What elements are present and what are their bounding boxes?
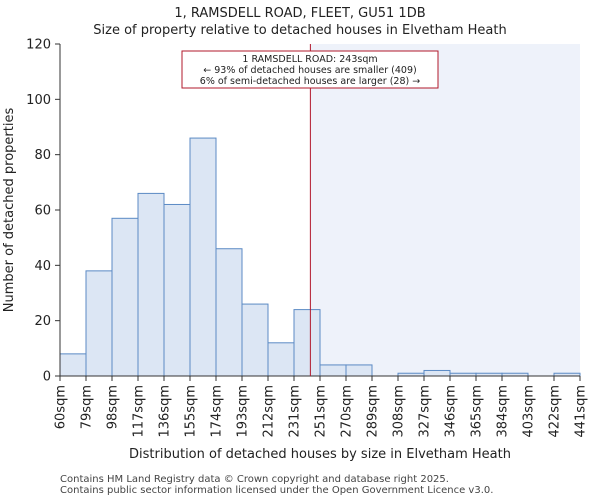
bar-193sqm bbox=[241, 303, 269, 377]
x-tick-label: 251sqm bbox=[314, 385, 329, 438]
x-tick-label: 403sqm bbox=[522, 385, 537, 438]
y-tick-label: 100 bbox=[26, 93, 51, 108]
y-tick-label: 80 bbox=[34, 148, 51, 163]
bar-98sqm bbox=[111, 217, 139, 377]
annotation-box bbox=[181, 50, 439, 89]
x-ticks: 60sqm 79sqm 98sqm 117sqm 136sqm 155sqm 174sqm 1… bbox=[54, 376, 589, 438]
x-tick-label: 117sqm bbox=[132, 385, 147, 438]
x-tick-label: 346sqm bbox=[444, 385, 459, 438]
bar-212sqm bbox=[267, 342, 295, 377]
bar-174sqm bbox=[215, 248, 243, 377]
bars bbox=[59, 137, 581, 377]
x-tick-label: 155sqm bbox=[184, 385, 199, 438]
y-axis-label: Number of detached properties bbox=[2, 108, 17, 313]
x-tick-label: 212sqm bbox=[262, 385, 277, 438]
bar-231sqm bbox=[293, 309, 321, 377]
y-tick-label: 120 bbox=[26, 38, 51, 53]
x-tick-label: 136sqm bbox=[158, 385, 173, 438]
bar-136sqm bbox=[163, 203, 191, 377]
x-tick-label: 79sqm bbox=[80, 385, 95, 429]
y-tick-label: 0 bbox=[43, 370, 51, 385]
x-tick-label: 384sqm bbox=[496, 385, 511, 438]
x-tick-label: 231sqm bbox=[288, 385, 303, 438]
x-tick-label: 270sqm bbox=[340, 385, 355, 438]
highlight-region bbox=[310, 44, 580, 376]
footer-copyright: Contains HM Land Registry data © Crown c… bbox=[60, 474, 449, 485]
x-tick-label: 193sqm bbox=[236, 385, 251, 438]
bar-251sqm bbox=[319, 364, 347, 377]
x-tick-label: 422sqm bbox=[548, 385, 563, 438]
bar-327sqm bbox=[423, 369, 451, 377]
footer-licence: Contains public sector information licen… bbox=[60, 485, 494, 496]
x-tick-label: 327sqm bbox=[418, 385, 433, 438]
annotation-line-1: 1 RAMSDELL ROAD: 243sqm bbox=[242, 54, 377, 65]
x-axis-label: Distribution of detached houses by size … bbox=[129, 447, 511, 462]
x-tick-label: 289sqm bbox=[366, 385, 381, 438]
bar-270sqm bbox=[345, 364, 373, 377]
chart-title: 1, RAMSDELL ROAD, FLEET, GU51 1DB bbox=[174, 6, 425, 21]
annotation-line-3: 6% of semi-detached houses are larger (2… bbox=[200, 76, 420, 87]
bar-155sqm bbox=[189, 137, 217, 377]
y-ticks: 0 20 40 60 80 100 120 bbox=[26, 38, 60, 385]
x-tick-label: 441sqm bbox=[574, 385, 589, 438]
x-tick-label: 308sqm bbox=[392, 385, 407, 438]
y-tick-label: 20 bbox=[34, 314, 51, 329]
y-tick-label: 40 bbox=[34, 259, 51, 274]
x-tick-label: 60sqm bbox=[54, 385, 69, 429]
y-tick-label: 60 bbox=[34, 204, 51, 219]
x-tick-label: 174sqm bbox=[210, 385, 225, 438]
bar-60sqm bbox=[59, 353, 87, 377]
x-tick-label: 98sqm bbox=[106, 385, 121, 429]
bar-117sqm bbox=[137, 192, 165, 377]
annotation-line-2: ← 93% of detached houses are smaller (40… bbox=[203, 65, 416, 76]
chart-subtitle: Size of property relative to detached ho… bbox=[93, 23, 506, 38]
bar-79sqm bbox=[85, 270, 113, 377]
x-tick-label: 365sqm bbox=[470, 385, 485, 438]
